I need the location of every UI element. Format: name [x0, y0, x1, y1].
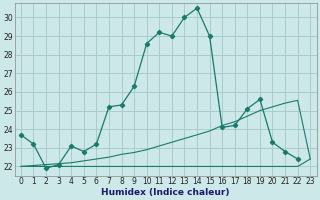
X-axis label: Humidex (Indice chaleur): Humidex (Indice chaleur): [101, 188, 230, 197]
